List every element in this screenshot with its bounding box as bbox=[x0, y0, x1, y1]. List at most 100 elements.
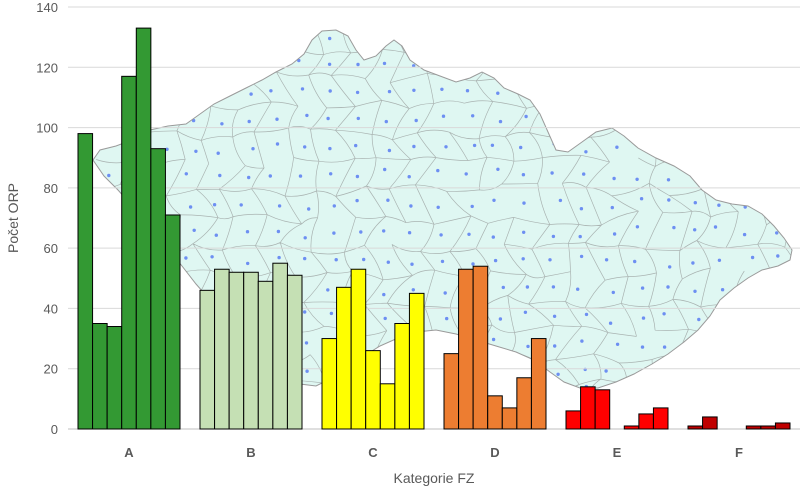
district-dot bbox=[185, 319, 189, 323]
bar-D-3 bbox=[472, 265, 489, 430]
district-dot bbox=[490, 143, 495, 147]
district-dot bbox=[584, 150, 588, 154]
district-dot bbox=[550, 171, 554, 175]
district-dot bbox=[746, 37, 750, 41]
district-dot bbox=[524, 31, 528, 35]
district-dot bbox=[526, 87, 530, 91]
district-dot bbox=[693, 289, 697, 293]
district-dot bbox=[522, 230, 526, 234]
bar-D-5 bbox=[501, 407, 518, 430]
district-dot bbox=[523, 310, 528, 314]
bars bbox=[77, 27, 791, 430]
district-dot bbox=[695, 387, 700, 388]
y-tick-label: 100 bbox=[36, 121, 58, 136]
district-dot bbox=[635, 225, 640, 229]
district-dot bbox=[210, 255, 214, 259]
district-dot bbox=[498, 32, 502, 37]
district-dot bbox=[635, 177, 639, 181]
district-dot bbox=[355, 90, 360, 95]
district-dot bbox=[441, 114, 446, 118]
district-dot bbox=[668, 265, 672, 269]
bar-E-2 bbox=[580, 386, 596, 430]
district-dot bbox=[356, 116, 360, 121]
bar-D-4 bbox=[487, 395, 503, 430]
bar-A-6 bbox=[150, 148, 166, 430]
district-dot bbox=[497, 372, 502, 376]
district-dot bbox=[691, 261, 695, 265]
bar-B-5 bbox=[257, 280, 274, 430]
bar-E-5 bbox=[623, 425, 640, 430]
district-dot bbox=[742, 232, 747, 237]
bar-E-7 bbox=[652, 407, 669, 430]
district-dot bbox=[440, 87, 444, 92]
bar-E-6 bbox=[638, 413, 654, 430]
district-dot bbox=[220, 122, 224, 126]
district-dot bbox=[716, 174, 720, 178]
district-dot bbox=[276, 229, 281, 234]
district-dot bbox=[188, 205, 193, 209]
district-dot bbox=[672, 225, 676, 230]
district-dot bbox=[165, 147, 169, 151]
district-dot bbox=[111, 284, 115, 289]
district-dot bbox=[326, 116, 330, 121]
district-dot bbox=[579, 63, 583, 67]
district-dot bbox=[695, 115, 699, 119]
district-dot bbox=[578, 234, 582, 239]
district-dot bbox=[464, 172, 468, 176]
district-dot bbox=[666, 285, 670, 289]
district-dot bbox=[359, 230, 363, 234]
district-dot bbox=[110, 40, 114, 44]
district-dot bbox=[662, 312, 666, 316]
y-tick-label: 20 bbox=[44, 362, 58, 377]
district-dot bbox=[355, 174, 360, 179]
district-dot bbox=[693, 228, 697, 232]
district-dot bbox=[411, 288, 415, 292]
bar-C-3 bbox=[350, 268, 367, 430]
district-dot bbox=[713, 225, 718, 229]
district-dot bbox=[491, 337, 496, 342]
district-dot bbox=[216, 151, 220, 155]
bar-A-4 bbox=[121, 75, 137, 430]
district-dot bbox=[387, 148, 392, 153]
district-dot bbox=[525, 285, 530, 289]
district-dot bbox=[688, 148, 692, 152]
district-dot bbox=[472, 143, 477, 148]
district-dot bbox=[667, 198, 671, 202]
district-dot bbox=[781, 315, 785, 319]
district-dot bbox=[553, 86, 558, 91]
district-dot bbox=[615, 342, 620, 346]
district-dot bbox=[441, 36, 445, 41]
district-dot bbox=[780, 284, 784, 288]
district-dot bbox=[778, 171, 782, 176]
district-dot bbox=[383, 316, 387, 321]
district-dot bbox=[750, 255, 755, 260]
district-dot bbox=[436, 60, 441, 64]
district-dot bbox=[471, 262, 475, 266]
district-dot bbox=[579, 121, 584, 126]
district-dot bbox=[690, 173, 695, 178]
district-dot bbox=[552, 314, 557, 318]
district-dot bbox=[744, 153, 749, 158]
district-dot bbox=[521, 173, 526, 177]
x-axis-category-labels: A B C D E F bbox=[124, 445, 743, 460]
district-dot bbox=[641, 316, 646, 320]
district-dot bbox=[188, 367, 192, 372]
district-dot bbox=[438, 386, 442, 388]
district-dot bbox=[354, 143, 358, 148]
bar-C-1 bbox=[321, 338, 338, 430]
district-dot bbox=[110, 120, 115, 125]
district-dot bbox=[444, 145, 448, 149]
bar-B-2 bbox=[214, 268, 230, 430]
district-dot bbox=[328, 89, 332, 93]
district-dot bbox=[522, 201, 526, 205]
x-category-label: F bbox=[735, 445, 743, 460]
district-dot bbox=[777, 149, 782, 153]
district-dot bbox=[192, 228, 196, 232]
district-dot bbox=[445, 316, 449, 321]
district-dot bbox=[412, 64, 416, 68]
district-dot bbox=[634, 36, 638, 41]
district-dot bbox=[247, 119, 251, 124]
bar-C-5 bbox=[379, 383, 396, 430]
district-dot bbox=[501, 285, 505, 290]
